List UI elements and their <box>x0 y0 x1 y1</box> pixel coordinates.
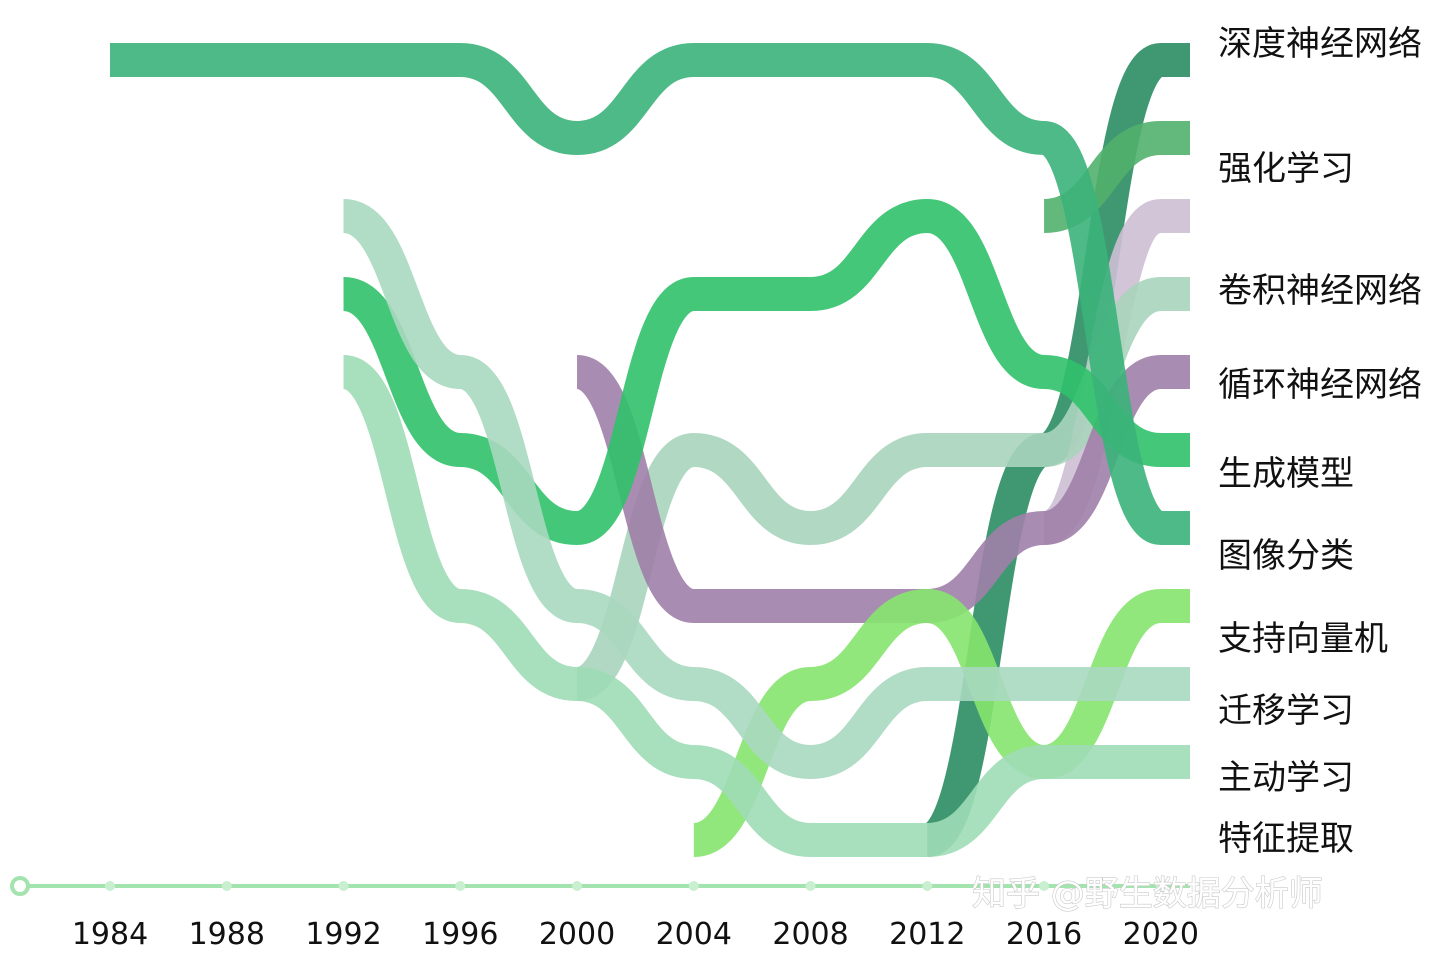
x-axis <box>10 876 1190 896</box>
axis-tick-dot <box>455 881 466 891</box>
x-tick-label: 2012 <box>889 917 965 952</box>
x-tick-label: 1984 <box>72 917 148 952</box>
x-tick-label: 2008 <box>772 917 848 952</box>
x-tick-label: 1992 <box>305 917 381 952</box>
axis-tick-dot <box>338 881 349 891</box>
x-tick-label: 2000 <box>539 917 615 952</box>
category-labels: 深度神经网络强化学习卷积神经网络循环神经网络生成模型图像分类支持向量机迁移学习主… <box>1218 24 1422 859</box>
flow-6 <box>340 198 1190 546</box>
flow-9 <box>340 199 1190 780</box>
x-tick-labels: 1984 1988 1992 1996 2000 2004 2008 2012 2016 2020 <box>72 917 1199 952</box>
category-label: 卷积神经网络 <box>1218 271 1422 311</box>
category-label: 循环神经网络 <box>1218 365 1422 405</box>
axis-tick-dot <box>1039 881 1050 891</box>
x-tick-label: 2020 <box>1123 917 1199 952</box>
category-label: 强化学习 <box>1218 149 1354 189</box>
axis-tick-dot <box>1155 881 1166 891</box>
category-label: 迁移学习 <box>1218 691 1354 731</box>
category-label: 生成模型 <box>1218 454 1354 494</box>
x-tick-label: 2016 <box>1006 917 1082 952</box>
axis-tick-dot <box>105 881 115 891</box>
flow-7 <box>110 42 1190 545</box>
flow-10 <box>340 355 1190 858</box>
series-flows <box>110 42 1190 858</box>
category-label: 特征提取 <box>1218 819 1354 859</box>
watermark: 知乎 @野生数据分析师 <box>972 874 1323 914</box>
x-tick-label: 1996 <box>422 917 498 952</box>
category-label: 主动学习 <box>1218 758 1354 798</box>
flow-8 <box>691 588 1190 857</box>
axis-tick-dot <box>572 881 583 891</box>
x-tick-label: 1988 <box>189 917 265 952</box>
axis-tick-dot <box>805 881 816 891</box>
axis-start-dot <box>10 876 30 896</box>
category-label: 深度神经网络 <box>1218 24 1422 64</box>
axis-tick-dot <box>922 881 933 891</box>
category-label: 图像分类 <box>1218 536 1354 576</box>
x-tick-label: 2004 <box>656 917 732 952</box>
axis-tick-dot <box>221 881 232 891</box>
flow-4 <box>573 276 1190 701</box>
category-label: 支持向量机 <box>1218 619 1388 659</box>
axis-tick-dot <box>688 881 699 891</box>
